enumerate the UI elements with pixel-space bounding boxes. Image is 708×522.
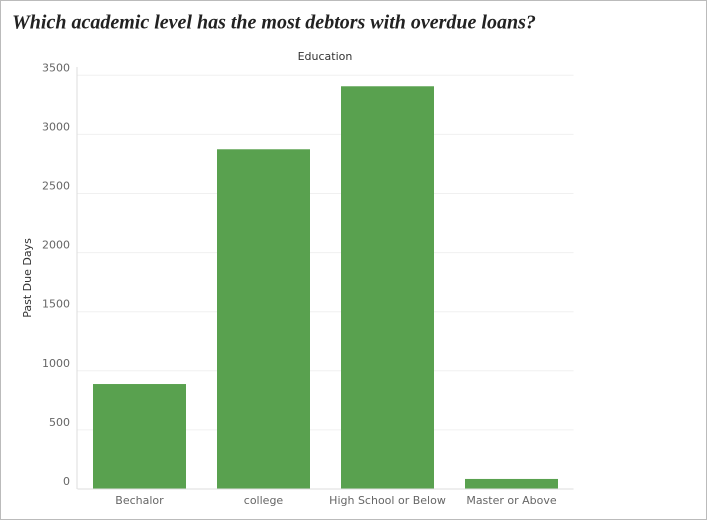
x-tick-label: High School or Below <box>329 494 446 507</box>
y-tick-label: 3500 <box>42 61 70 74</box>
y-tick-label: 1000 <box>42 357 70 370</box>
y-tick-label: 500 <box>49 416 70 429</box>
y-tick-label: 0 <box>63 475 70 488</box>
bar <box>341 86 434 489</box>
chart-title: Which academic level has the most debtor… <box>12 12 536 34</box>
y-tick-label: 2500 <box>42 179 70 192</box>
y-tick-label: 3000 <box>42 120 70 133</box>
x-tick-label: Master or Above <box>466 494 557 507</box>
bar <box>465 478 558 489</box>
bar <box>217 149 310 489</box>
x-tick-label: Bechalor <box>115 494 164 507</box>
y-axis-title: Past Due Days <box>21 238 34 318</box>
bar <box>93 384 186 489</box>
y-tick-label: 1500 <box>42 298 70 311</box>
y-tick-label: 2000 <box>42 239 70 252</box>
column-header: Education <box>298 50 353 63</box>
x-tick-label: college <box>244 494 284 507</box>
